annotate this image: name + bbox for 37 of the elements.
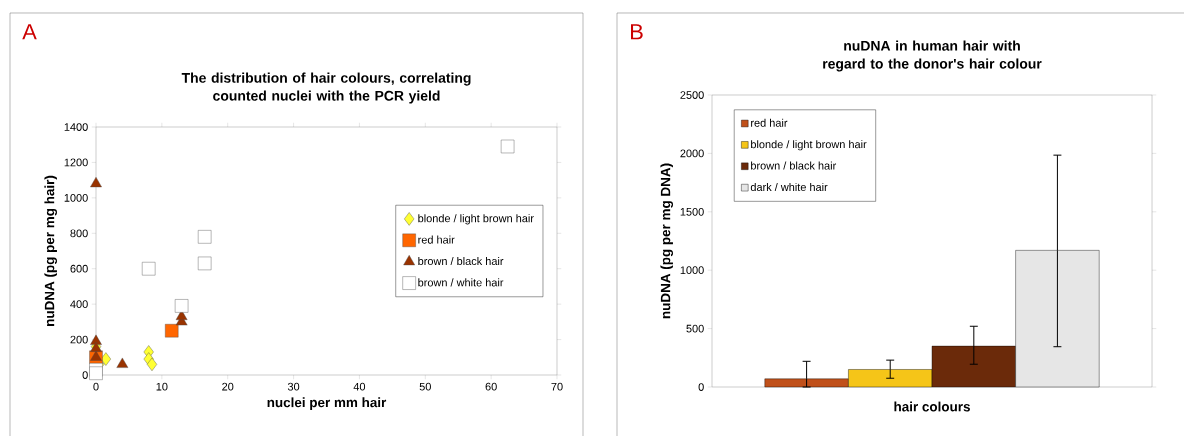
y-tick-label: 1000 (680, 266, 704, 275)
x-tick-label: 30 (287, 382, 300, 391)
y-tick-label: 800 (70, 229, 88, 238)
x-axis-title: hair colours (894, 401, 970, 412)
x-tick-label: 60 (485, 382, 497, 391)
y-tick-label: 200 (70, 335, 88, 344)
x-tick-label: 50 (419, 382, 431, 391)
chart-title: The distribution of hair colours, correlating counted nuclei with the PCR yield (181, 72, 471, 104)
legend-label: red hair (418, 235, 455, 244)
legend-label: red hair (751, 118, 788, 127)
legend-label: blonde / light brown hair (418, 214, 534, 225)
x-tick-label: 20 (222, 382, 234, 391)
x-axis-title: nuclei per mm hair (267, 397, 387, 410)
chart-title: nuDNA in human hair with regard to the donor's hair colour (823, 40, 1042, 72)
y-tick-label: 0 (82, 371, 88, 379)
y-tick-label: 400 (70, 300, 88, 309)
x-tick-label: 0 (93, 382, 99, 391)
x-tick-label: 10 (156, 382, 168, 391)
legend-label: blonde / light brown hair (751, 140, 867, 151)
legend-label: brown / black hair (418, 256, 504, 266)
y-tick-label: 2500 (680, 91, 704, 99)
x-tick-label: 40 (353, 382, 366, 391)
y-axis-title: nuDNA (pg per mg hair) (44, 175, 57, 326)
x-tick-label: 70 (551, 382, 563, 391)
y-tick-label: 500 (686, 324, 704, 333)
legend-label: brown / white hair (418, 278, 504, 287)
y-tick-label: 600 (70, 264, 88, 273)
legend-label: dark / white hair (750, 182, 828, 191)
y-tick-label: 1500 (680, 207, 704, 216)
y-tick-label: 1400 (64, 123, 88, 131)
y-tick-label: 1000 (64, 193, 88, 202)
y-tick-label: 2000 (680, 149, 704, 158)
y-tick-label: 1200 (64, 158, 88, 167)
legend-label: brown / black hair (751, 161, 837, 170)
text: A (22, 24, 37, 40)
y-axis-title: nuDNA (pg per mg DNA) (660, 163, 674, 319)
text: B (631, 24, 643, 40)
